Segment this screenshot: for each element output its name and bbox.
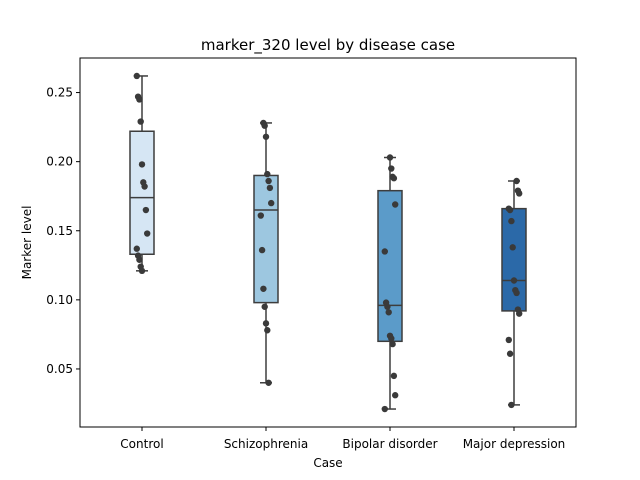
data-point: [258, 246, 266, 254]
data-point: [133, 245, 140, 252]
data-point: [392, 392, 399, 399]
data-point: [260, 285, 267, 292]
data-point: [136, 96, 143, 103]
data-point: [261, 122, 268, 129]
data-point: [142, 206, 150, 214]
y-axis: 0.05 0.10 0.15 0.20 0.25: [46, 86, 80, 376]
data-point: [384, 303, 391, 310]
data-point: [137, 118, 144, 125]
box: [501, 207, 527, 312]
data-point: [509, 244, 516, 251]
x-tick-label: Major depression: [463, 437, 566, 451]
plot-frame: [79, 57, 577, 428]
data-point: [388, 165, 395, 172]
data-point: [508, 217, 515, 225]
box: [377, 189, 403, 343]
data-point: [510, 277, 518, 284]
y-tick-label: 0.10: [46, 293, 73, 307]
data-point: [264, 170, 271, 178]
data-point: [508, 401, 515, 409]
data-point: [138, 161, 146, 168]
data-point: [513, 289, 520, 297]
data-point: [144, 230, 151, 237]
plot-area: [80, 58, 576, 427]
data-point: [265, 177, 272, 185]
data-point: [265, 379, 272, 386]
data-point: [262, 320, 270, 327]
boxes-layer: [129, 75, 527, 410]
data-point: [141, 183, 148, 190]
data-point: [381, 248, 388, 255]
x-axis-label: Case: [313, 456, 342, 470]
points-layer: [133, 72, 523, 413]
y-tick-label: 0.05: [46, 362, 73, 376]
y-tick-label: 0.20: [46, 155, 73, 169]
x-tick-label: Bipolar disorder: [342, 437, 437, 451]
chart-title: marker_320 level by disease case: [201, 36, 455, 55]
data-point: [385, 309, 392, 316]
data-point: [264, 327, 271, 334]
data-point: [262, 133, 270, 140]
data-point: [390, 175, 398, 182]
data-point: [516, 190, 523, 197]
data-point: [388, 335, 395, 342]
x-tick-label: Schizophrenia: [224, 437, 308, 451]
data-point: [257, 212, 264, 219]
data-point: [386, 154, 394, 161]
data-point: [392, 201, 399, 208]
data-point: [136, 256, 143, 263]
data-point: [389, 340, 396, 348]
box: [129, 130, 155, 255]
box: [253, 174, 279, 304]
data-point: [133, 72, 140, 80]
data-point: [138, 267, 146, 275]
y-tick-label: 0.25: [46, 86, 73, 100]
data-point: [268, 199, 275, 207]
data-point: [390, 372, 398, 380]
data-point: [266, 184, 274, 192]
y-axis-label: Marker level: [20, 206, 34, 280]
data-point: [261, 303, 268, 310]
data-point: [516, 310, 523, 317]
x-tick-label: Control: [120, 437, 163, 451]
data-point: [381, 405, 388, 413]
data-point: [513, 177, 520, 185]
data-point: [506, 350, 514, 357]
y-tick-label: 0.15: [46, 224, 73, 238]
data-point: [506, 206, 514, 214]
data-point: [505, 336, 512, 344]
x-axis: Control Schizophrenia Bipolar disorder Majo…: [120, 427, 565, 451]
